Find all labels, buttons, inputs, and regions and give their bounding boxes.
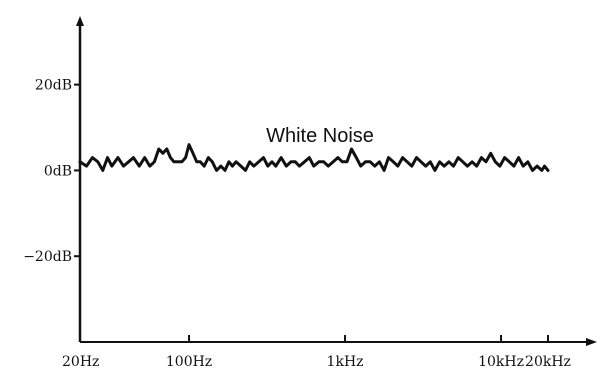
- chart-title: White Noise: [266, 125, 374, 147]
- y-axis-ticks: 20dB 0dB −20dB: [23, 78, 80, 265]
- white-noise-series-line: [78, 143, 550, 172]
- y-tick-label: 0dB: [44, 163, 72, 179]
- y-axis-arrow: [76, 16, 84, 26]
- x-axis-arrow: [586, 338, 597, 346]
- y-tick-label: 20dB: [35, 78, 72, 94]
- x-tick-label: 1kHz: [327, 354, 364, 370]
- x-axis-ticks: 20Hz 100Hz 1kHz 10kHz 20kHz: [62, 335, 571, 370]
- x-tick-label: 20kHz: [525, 354, 571, 370]
- y-tick-label: −20dB: [23, 249, 72, 265]
- x-tick-label: 100Hz: [166, 354, 212, 370]
- chart-axes: [76, 16, 597, 346]
- x-tick-label: 10kHz: [478, 354, 524, 370]
- x-tick-label: 20Hz: [62, 354, 99, 370]
